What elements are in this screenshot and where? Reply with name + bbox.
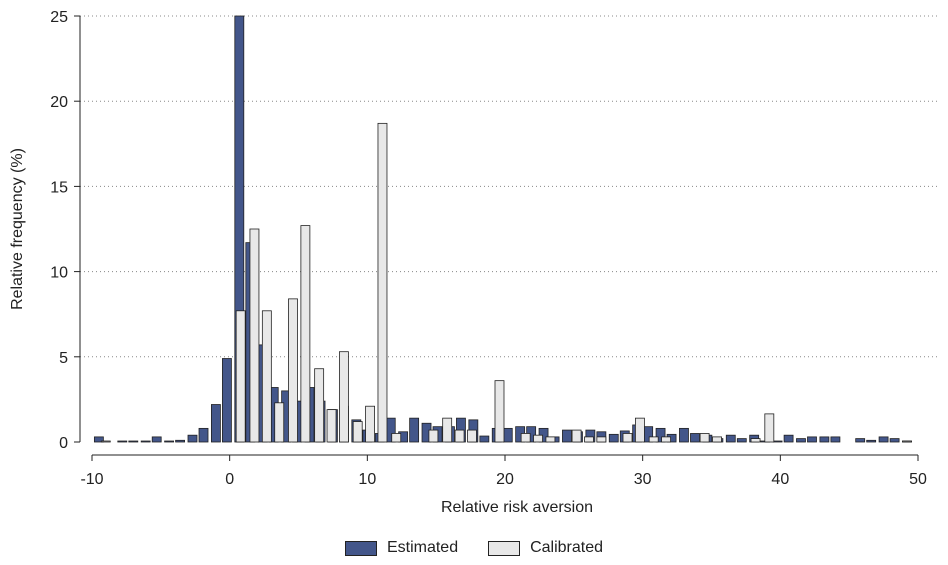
calibrated-bar	[699, 433, 710, 443]
gridlines	[80, 15, 940, 358]
calibrated-bar	[339, 351, 349, 443]
x-tick-label: 50	[909, 471, 927, 488]
calibrated-bar	[249, 228, 260, 443]
estimated-bar	[93, 436, 104, 443]
estimated-bar	[807, 436, 817, 443]
calibrated-bar	[428, 429, 439, 443]
x-axis-title: Relative risk aversion	[441, 499, 593, 516]
calibrated-bar	[442, 417, 453, 443]
calibrated-bar	[902, 440, 912, 443]
calibrated-bar	[467, 429, 477, 443]
estimated-bar	[608, 433, 619, 443]
calibrated-bar	[352, 421, 363, 443]
calibrated-bar	[750, 438, 761, 443]
estimated-bar	[889, 438, 900, 443]
calibrated-bar	[661, 436, 671, 443]
calibrated-bar	[648, 436, 659, 443]
estimated-bar	[655, 427, 666, 443]
y-tick-label: 20	[50, 94, 68, 111]
x-tick-label: 20	[496, 471, 514, 488]
x-tick-label: 40	[771, 471, 789, 488]
y-tick-label: 25	[50, 9, 68, 26]
calibrated-bar	[261, 310, 272, 443]
x-tick-label: 30	[634, 471, 652, 488]
estimated-bar	[796, 438, 806, 443]
calibrated-bar	[571, 429, 582, 443]
calibrated-bar	[712, 436, 722, 443]
estimated-bar	[140, 440, 151, 443]
estimated-bars	[93, 15, 912, 443]
estimated-bar	[736, 438, 747, 443]
calibrated-bar	[494, 380, 505, 443]
legend-label-calibrated: Calibrated	[530, 539, 604, 556]
estimated-bar	[175, 439, 186, 443]
estimated-bar	[819, 436, 830, 443]
estimated-bar	[502, 427, 513, 443]
calibrated-swatch	[488, 540, 521, 556]
calibrated-bar	[545, 436, 556, 443]
calibrated-bar	[584, 436, 594, 443]
estimated-bar	[198, 427, 209, 443]
calibrated-bars	[100, 122, 912, 443]
calibrated-bar	[274, 402, 285, 443]
estimated-bar	[830, 436, 841, 443]
calibrated-bar	[100, 440, 111, 443]
legend-item-calibrated: Calibrated	[488, 539, 603, 557]
calibrated-bar	[622, 433, 633, 443]
estimated-bar	[783, 434, 794, 443]
calibrated-bar	[764, 413, 775, 443]
x-tick-label: 10	[358, 471, 376, 488]
calibrated-bar	[391, 433, 402, 443]
y-tick-label: 5	[59, 350, 68, 367]
estimated-bar	[855, 438, 866, 443]
calibrated-bar	[300, 225, 311, 443]
calibrated-bar	[365, 405, 375, 443]
y-tick-label: 0	[59, 435, 68, 452]
estimated-bar	[866, 439, 877, 443]
x-tick-label: 0	[225, 471, 234, 488]
legend-item-estimated: Estimated	[344, 539, 459, 557]
calibrated-bar	[635, 417, 645, 443]
x-tick-label: -10	[80, 471, 103, 488]
y-tick-label: 10	[50, 265, 68, 282]
estimated-bar	[772, 440, 783, 443]
estimated-bar	[725, 434, 736, 443]
estimated-bar	[409, 417, 420, 443]
calibrated-bar	[377, 122, 388, 443]
legend: Estimated Calibrated	[0, 536, 948, 560]
legend-label-estimated: Estimated	[386, 539, 459, 556]
estimated-bar	[164, 440, 174, 443]
calibrated-bar	[520, 433, 531, 443]
estimated-bar	[187, 434, 198, 443]
calibrated-bar	[314, 368, 325, 443]
axes: 0 5 10 15 20 25 -10 0 10 20 30 40 50	[50, 9, 927, 488]
estimated-bar	[878, 436, 889, 443]
y-tick-label: 15	[50, 179, 68, 196]
calibrated-bar	[288, 298, 298, 443]
estimated-bar	[562, 429, 572, 443]
estimated-swatch	[344, 540, 377, 556]
calibrated-bar	[235, 310, 246, 443]
estimated-bar	[210, 404, 221, 443]
calibrated-bar	[596, 436, 607, 443]
calibrated-bar	[533, 434, 543, 443]
estimated-bar	[679, 427, 689, 443]
estimated-bar	[222, 358, 232, 443]
calibrated-bar	[326, 409, 337, 443]
estimated-bar	[117, 440, 128, 443]
estimated-bar	[151, 436, 162, 443]
estimated-bar	[128, 440, 139, 443]
estimated-bar	[690, 433, 700, 443]
y-axis-title: Relative frequency (%)	[9, 148, 26, 310]
calibrated-bar	[454, 429, 465, 443]
estimated-bar	[479, 435, 490, 443]
